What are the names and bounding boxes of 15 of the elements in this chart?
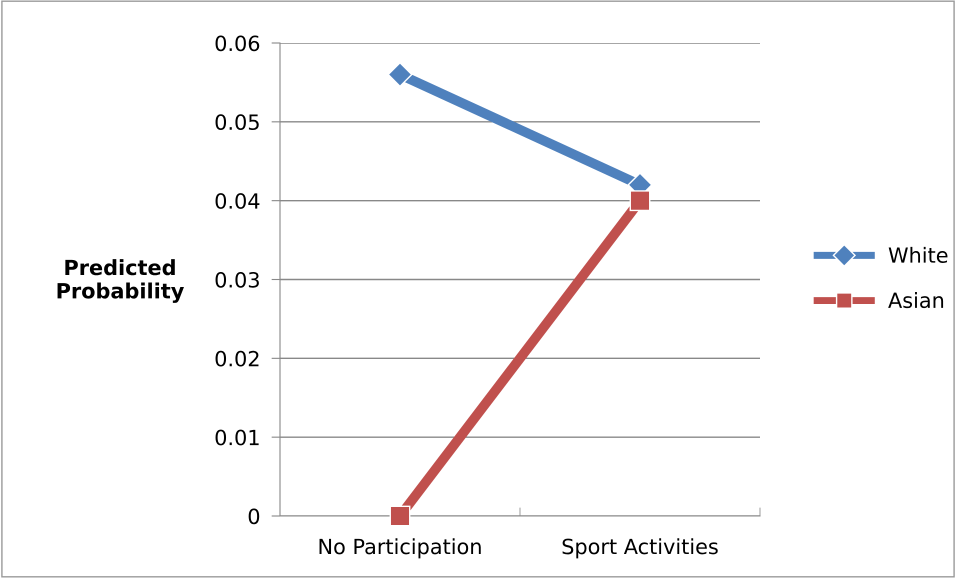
y-tick-label: 0.02 — [216, 350, 258, 367]
y-tick-label: 0.03 — [216, 272, 259, 288]
point — [630, 190, 650, 212]
point — [390, 506, 410, 526]
y-tick-label: 0.01 — [216, 430, 259, 446]
x-tick-label: No Participation — [320, 538, 481, 558]
legend-label: Asian — [888, 292, 944, 308]
point — [388, 62, 412, 88]
x-tick-label: Sport Activities — [562, 538, 718, 558]
legend-label: White — [888, 246, 948, 263]
y-tick-label: 0.05 — [216, 114, 259, 130]
y-tick-label: 0.04 — [216, 193, 260, 209]
y-axis-title: Predicted Probability — [58, 259, 184, 303]
y-tick-label: 0 — [248, 508, 260, 524]
y-tick-label: 0.06 — [216, 35, 260, 52]
